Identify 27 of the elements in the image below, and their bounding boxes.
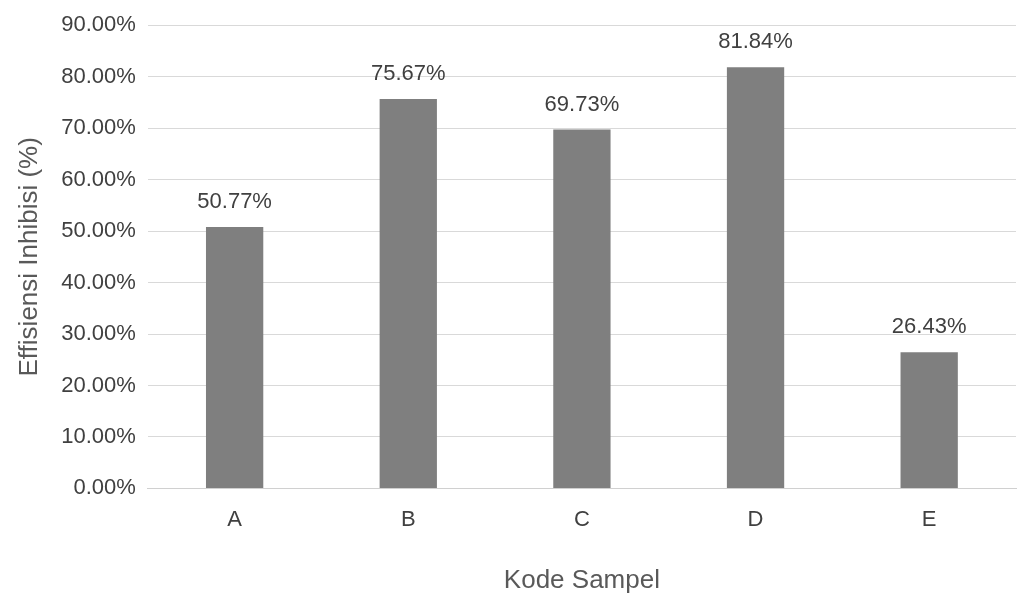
- x-tick-label: D: [747, 505, 764, 531]
- y-tick-label: 10.00%: [61, 423, 136, 448]
- data-label: 75.67%: [370, 60, 446, 86]
- y-tick-label: 70.00%: [61, 114, 136, 140]
- y-axis-title: Effisiensi Inhibisi (%): [12, 137, 43, 377]
- y-tick-label: 30.00%: [61, 320, 136, 346]
- bar: [900, 352, 958, 488]
- x-tick-label: B: [400, 505, 416, 531]
- y-tick-label: 50.00%: [61, 217, 136, 243]
- x-tick-label: E: [921, 505, 937, 531]
- data-label: 50.77%: [197, 188, 272, 214]
- data-label: 69.73%: [544, 90, 620, 116]
- data-label: 26.43%: [891, 313, 967, 339]
- bar: [553, 129, 611, 488]
- data-label: 81.84%: [718, 28, 793, 54]
- y-tick-label: 60.00%: [61, 165, 136, 191]
- x-axis-title: Kode Sampel: [503, 563, 660, 594]
- bar: [379, 98, 437, 488]
- y-tick-label: 40.00%: [61, 268, 136, 294]
- bar: [726, 67, 785, 488]
- y-tick-label: 20.00%: [61, 371, 136, 397]
- y-tick-label: 90.00%: [61, 11, 136, 37]
- x-tick-label: C: [573, 505, 590, 531]
- y-tick-label: 80.00%: [61, 62, 136, 88]
- bar: [205, 227, 264, 488]
- y-tick-label: 0.00%: [73, 474, 136, 500]
- x-tick-label: A: [227, 505, 243, 531]
